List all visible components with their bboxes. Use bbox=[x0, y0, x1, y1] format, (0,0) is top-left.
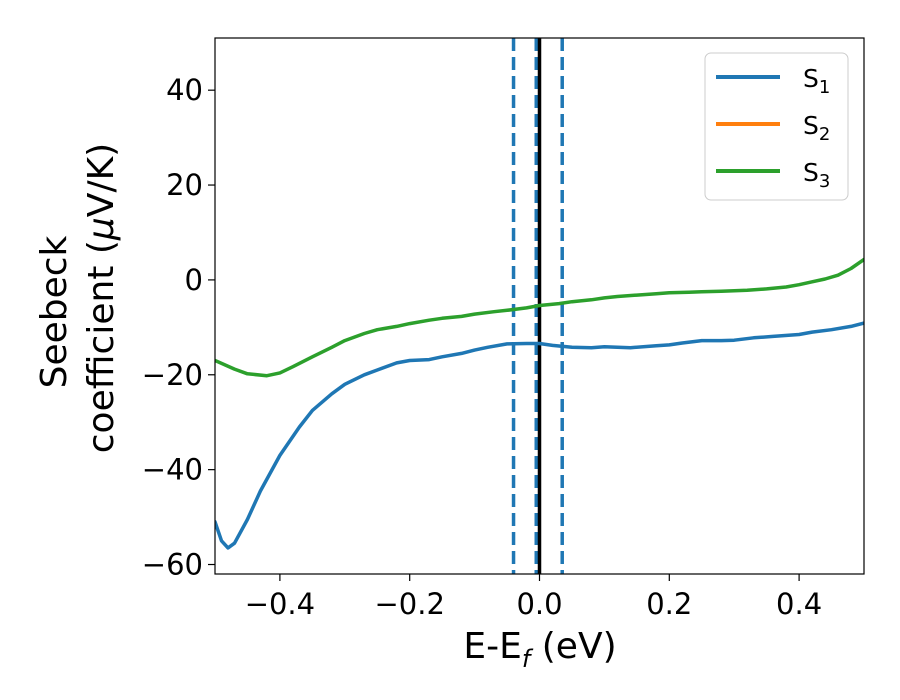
x-axis-label-main: E-E bbox=[463, 626, 521, 667]
legend-box bbox=[704, 52, 849, 201]
series-line-s1 bbox=[215, 321, 864, 550]
legend: S1 S2 S3 bbox=[704, 52, 849, 201]
legend-entry-s1: S1 bbox=[716, 64, 830, 98]
series-lines bbox=[215, 257, 864, 550]
y-axis-label-unit: V/K) bbox=[81, 143, 122, 217]
y-axis-label-mu: μ bbox=[81, 217, 122, 241]
legend-label-s1: S1 bbox=[803, 64, 830, 98]
y-tick-label: −40 bbox=[142, 453, 203, 487]
legend-label-s2: S2 bbox=[803, 111, 830, 145]
y-tick-label: 0 bbox=[185, 263, 203, 297]
x-tick-label: 0.4 bbox=[776, 587, 822, 621]
y-tick-label: −20 bbox=[142, 358, 203, 392]
x-axis-label-unit: (eV) bbox=[530, 626, 616, 667]
y-axis-label: Seebeck coefficient (μV/K) bbox=[34, 143, 122, 453]
y-axis-ticks: −60 −40 −20 0 20 40 bbox=[142, 73, 215, 582]
x-axis-ticks: −0.4 −0.2 0.0 0.2 0.4 bbox=[245, 574, 822, 621]
y-axis-label-line1: Seebeck bbox=[34, 235, 75, 388]
x-tick-label: −0.4 bbox=[245, 587, 315, 621]
y-axis-label-line2: coefficient (μV/K) bbox=[81, 143, 122, 453]
y-tick-label: −60 bbox=[142, 548, 203, 582]
legend-entry-s2: S2 bbox=[716, 111, 830, 145]
y-tick-label: 20 bbox=[166, 168, 203, 202]
x-tick-label: 0.2 bbox=[646, 587, 692, 621]
x-axis-label: E-Ef (eV) bbox=[463, 626, 616, 673]
y-axis-label-line2-text: coefficient ( bbox=[81, 240, 122, 453]
legend-label-s3: S3 bbox=[803, 158, 830, 192]
legend-entry-s3: S3 bbox=[716, 158, 830, 192]
y-tick-label: 40 bbox=[166, 73, 203, 107]
series-line-s3 bbox=[215, 257, 864, 378]
x-tick-label: −0.2 bbox=[374, 587, 444, 621]
x-tick-label: 0.0 bbox=[516, 587, 562, 621]
plot-area bbox=[214, 37, 865, 575]
